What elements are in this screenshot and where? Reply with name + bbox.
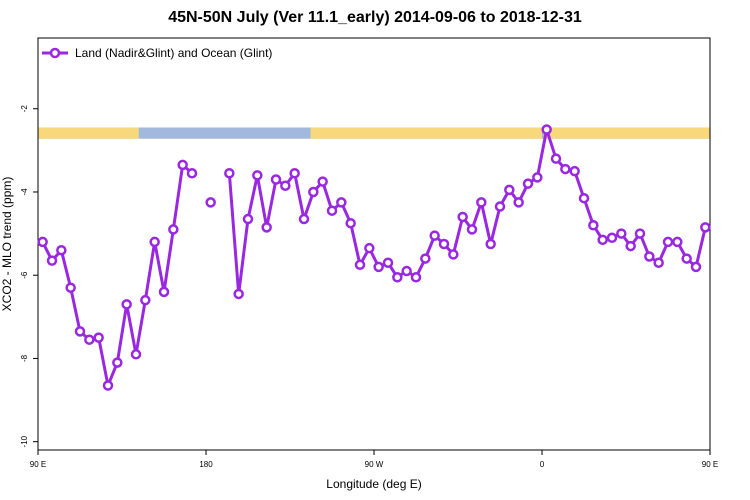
data-point	[233, 288, 244, 300]
data-point	[364, 242, 375, 254]
data-point	[74, 326, 86, 337]
data-point	[308, 186, 319, 198]
data-point	[121, 299, 132, 310]
data-point	[280, 180, 291, 191]
data-point	[345, 217, 356, 229]
data-point	[532, 172, 543, 183]
data-point	[298, 213, 310, 225]
data-point	[662, 236, 674, 248]
data-point	[37, 236, 48, 248]
x-tick-label: 180	[199, 460, 213, 469]
data-point	[578, 192, 590, 204]
data-point	[466, 224, 478, 235]
data-point	[401, 265, 412, 277]
data-point	[382, 257, 394, 268]
land-ocean-band	[38, 127, 710, 139]
data-point	[149, 236, 160, 248]
data-point	[102, 380, 114, 391]
data-point	[317, 176, 328, 187]
data-point	[494, 201, 506, 212]
data-point	[65, 282, 76, 293]
data-point	[93, 332, 104, 343]
data-point	[700, 222, 711, 233]
data-point	[326, 205, 338, 216]
series-line	[41, 163, 193, 387]
data-point	[457, 211, 468, 223]
series-layer	[37, 124, 711, 391]
data-point	[56, 244, 67, 256]
data-point	[354, 259, 366, 271]
data-point	[634, 228, 646, 239]
data-point	[504, 184, 515, 196]
data-point	[130, 349, 142, 360]
data-point	[569, 165, 580, 177]
data-point	[177, 159, 188, 171]
series-line	[227, 128, 707, 296]
land-band-segment	[543, 127, 710, 139]
x-tick-label: 90 W	[365, 460, 384, 469]
data-point	[625, 240, 636, 252]
y-tick-label: -2	[20, 105, 29, 113]
data-point	[336, 197, 347, 208]
y-tick-label: -4	[20, 188, 29, 196]
data-point	[270, 174, 282, 185]
data-point	[392, 272, 403, 283]
data-point	[242, 213, 254, 225]
data-point	[513, 197, 524, 208]
data-point	[224, 168, 235, 179]
data-point	[681, 253, 692, 264]
legend-entry: Land (Nadir&Glint) and Ocean (Glint)	[75, 46, 272, 60]
y-tick-label: -8	[20, 354, 29, 362]
land-band-segment	[38, 127, 139, 139]
data-point	[140, 294, 151, 306]
land-band-segment	[310, 127, 542, 139]
data-point	[448, 249, 459, 260]
data-point	[485, 238, 496, 250]
x-tick-label: 90 E	[30, 460, 46, 469]
x-tick-label: 90 E	[702, 460, 718, 469]
chart-title: 45N-50N July (Ver 11.1_early) 2014-09-06…	[168, 9, 582, 26]
data-point	[420, 253, 431, 264]
data-point	[158, 286, 170, 298]
data-point	[438, 238, 450, 250]
data-point	[690, 261, 702, 273]
x-axis-title: Longitude (deg E)	[326, 477, 421, 491]
y-axis: -2 -4 -6 -8 -10	[20, 105, 38, 447]
y-tick-label: -6	[20, 271, 29, 279]
x-axis: 90 E 180 90 W 0 90 E	[30, 450, 718, 469]
data-point	[410, 272, 422, 283]
data-point	[373, 261, 384, 273]
data-point	[644, 251, 655, 262]
data-point	[550, 153, 562, 164]
data-point	[588, 220, 599, 231]
data-point	[205, 197, 216, 208]
data-point	[84, 334, 95, 345]
legend-point-marker	[49, 47, 61, 59]
data-point	[289, 168, 300, 179]
data-point	[476, 197, 487, 208]
data-point	[186, 168, 198, 179]
data-point	[597, 234, 608, 246]
data-point	[46, 255, 58, 266]
y-tick-label: -10	[20, 435, 29, 447]
data-point	[261, 222, 272, 233]
data-point	[429, 230, 440, 241]
data-point	[616, 228, 627, 239]
data-point	[252, 170, 263, 181]
data-point	[653, 257, 664, 268]
data-point	[541, 124, 552, 135]
data-point	[672, 236, 683, 248]
data-point	[522, 178, 534, 189]
data-point	[168, 224, 179, 235]
data-point	[560, 163, 571, 175]
data-point	[112, 357, 123, 368]
legend: Land (Nadir&Glint) and Ocean (Glint)	[42, 46, 272, 60]
y-axis-title: XCO2 - MLO trend (ppm)	[0, 177, 14, 312]
x-tick-label: 0	[540, 460, 545, 469]
plot-frame	[37, 37, 711, 451]
data-point	[606, 232, 618, 244]
